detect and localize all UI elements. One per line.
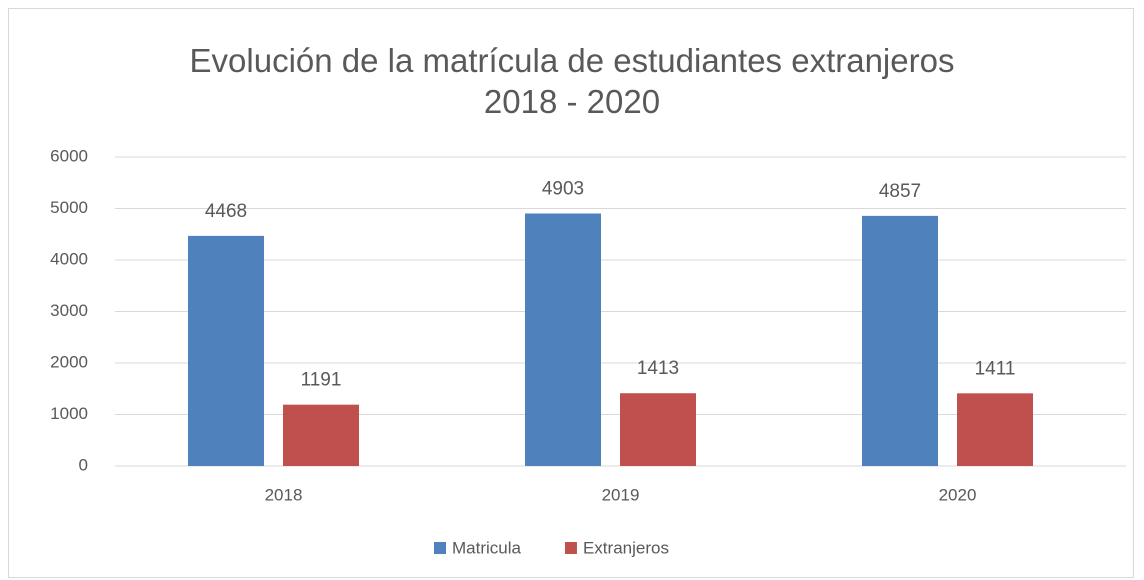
y-tick-label: 5000	[50, 198, 88, 217]
legend-label: Extranjeros	[583, 538, 669, 557]
y-tick-label: 3000	[50, 301, 88, 320]
bar	[525, 213, 601, 466]
y-tick-label: 0	[79, 455, 88, 474]
data-label: 1191	[301, 370, 342, 391]
bar	[283, 404, 359, 466]
y-tick-label: 4000	[50, 249, 88, 268]
x-tick-label: 2020	[939, 485, 977, 504]
data-label: 4468	[205, 201, 247, 222]
y-tick-label: 6000	[50, 146, 88, 165]
data-label: 1413	[637, 358, 679, 379]
y-tick-label: 2000	[50, 352, 88, 371]
bar	[957, 393, 1033, 466]
y-tick-label: 1000	[50, 404, 88, 423]
legend-label: Matricula	[452, 538, 522, 557]
chart-title: Evolución de la matrícula de estudiantes…	[189, 42, 955, 120]
bar	[188, 235, 264, 466]
data-label: 4857	[879, 181, 921, 202]
data-label: 4903	[542, 179, 584, 200]
data-label: 1411	[975, 358, 1016, 379]
bar	[862, 215, 938, 466]
bar	[620, 393, 696, 466]
legend-swatch	[564, 542, 577, 554]
chart-frame	[8, 8, 1134, 578]
x-tick-label: 2019	[602, 485, 640, 504]
x-tick-label: 2018	[265, 485, 303, 504]
legend-swatch	[434, 542, 446, 554]
